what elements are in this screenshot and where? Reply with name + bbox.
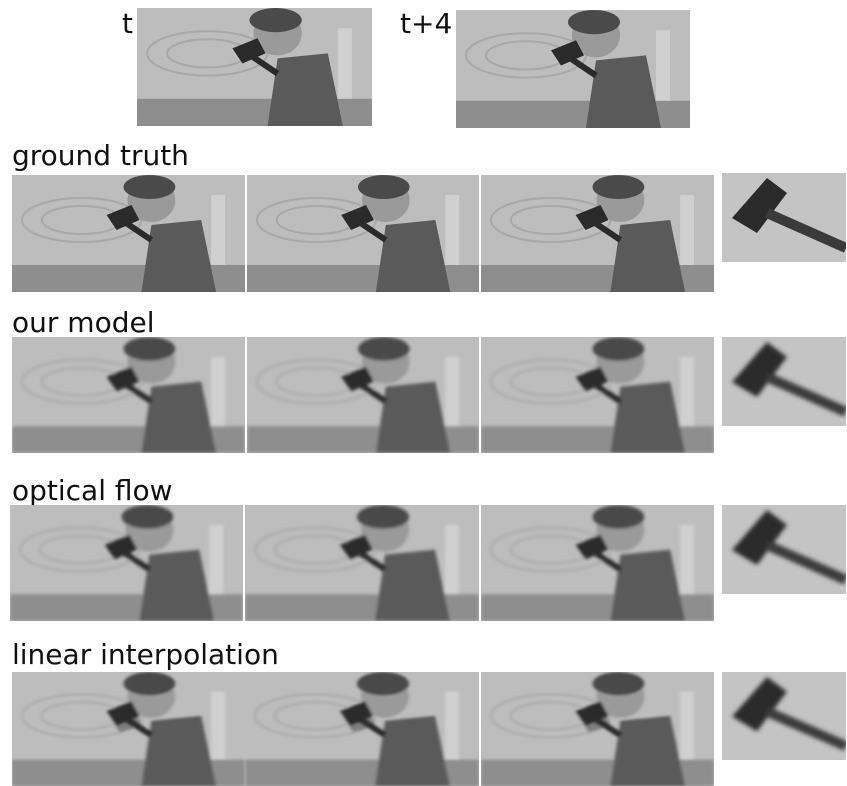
input-frame-t4: [456, 10, 690, 128]
optical-flow-frame-1: [10, 505, 243, 621]
linear-interpolation-frame-1: [12, 672, 245, 786]
optical-flow-frame-3: [481, 505, 714, 621]
linear-interpolation-frame-3: [481, 672, 714, 786]
ground-truth-frame-3: [481, 175, 714, 292]
ground-truth-frame-2: [247, 175, 479, 292]
our-model-crop: [722, 337, 846, 426]
optical-flow-frame-2: [245, 505, 479, 621]
row-label-ground-truth: ground truth: [12, 139, 189, 172]
ground-truth-frame-1: [12, 175, 245, 292]
our-model-frame-1: [12, 337, 245, 453]
our-model-frame-2: [247, 337, 479, 453]
linear-interpolation-frame-2: [245, 672, 479, 786]
linear-interpolation-crop: [722, 672, 846, 760]
row-label-optical-flow: optical flow: [12, 474, 173, 507]
row-label-linear-interpolation: linear interpolation: [12, 638, 279, 671]
input-label-t4: t+4: [400, 7, 453, 40]
row-label-our-model: our model: [12, 306, 155, 339]
our-model-frame-3: [481, 337, 714, 453]
input-frame-t: [137, 8, 372, 126]
ground-truth-crop: [722, 173, 846, 262]
input-label-t: t: [122, 7, 133, 40]
optical-flow-crop: [722, 505, 846, 594]
